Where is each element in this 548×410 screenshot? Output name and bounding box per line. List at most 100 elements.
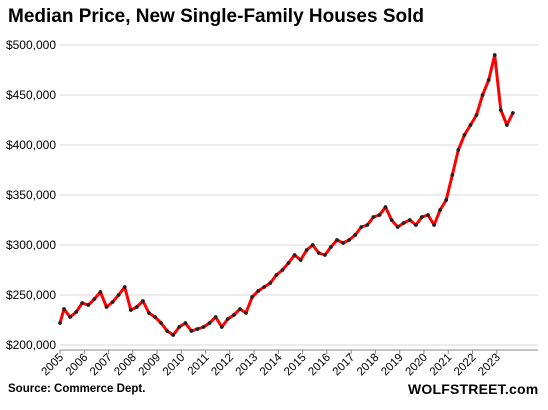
y-tick-label: $250,000 [6,288,56,302]
data-point [68,315,72,319]
data-point [359,225,364,229]
data-point [383,205,388,209]
data-point [116,293,121,297]
x-tick-label: 2019 [379,352,406,379]
data-point [189,329,194,333]
x-tick-label: 2017 [331,352,358,379]
x-tick-label: 2006 [64,352,91,379]
data-point [171,333,176,337]
data-point [304,248,309,252]
data-point [244,311,248,315]
gridlines [60,44,538,346]
data-point [207,321,212,325]
data-point [486,78,491,82]
data-point [268,281,273,285]
data-point [92,297,97,301]
data-point [432,223,436,227]
data-point [329,245,333,249]
data-point [310,243,315,247]
data-point [407,218,412,222]
data-point [98,290,103,294]
data-point [444,198,449,202]
data-point [468,123,473,127]
data-point [232,313,236,317]
data-point [280,268,285,272]
data-point [371,215,376,219]
x-tick-label: 2022 [452,352,479,379]
data-point [58,321,62,325]
data-point [292,253,297,257]
data-point [165,329,170,333]
data-point [213,315,218,319]
y-axis-tick-labels: $200,000 $250,000 $300,000 $350,000 $400,000… [6,38,56,352]
data-point [177,325,182,329]
x-tick-label: 2005 [40,352,67,379]
x-tick-label: 2020 [403,352,430,379]
site-credit: WOLFSTREET.com [408,381,539,397]
data-point [225,317,230,321]
data-point [74,310,79,314]
data-point [414,223,418,227]
data-point [420,215,424,219]
series-line [58,53,515,337]
series-median-price [58,53,515,337]
y-tick-label: $300,000 [6,238,56,252]
x-tick-label: 2007 [88,352,115,379]
x-tick-label: 2014 [258,351,285,378]
x-tick-label: 2013 [234,352,261,379]
y-tick-label: $400,000 [6,138,56,152]
data-point [395,225,400,229]
data-point [104,305,109,309]
data-point [141,299,145,303]
data-point [480,93,485,97]
data-points [58,53,515,337]
data-point [341,241,345,245]
x-tick-label: 2021 [428,352,455,379]
data-point [238,307,242,311]
data-point [401,221,406,225]
x-tick-label: 2009 [137,352,164,379]
data-point [365,223,370,227]
data-point [62,307,66,311]
data-point [347,238,351,242]
data-point [274,273,279,277]
data-point [183,321,188,325]
data-point [492,53,497,57]
y-tick-label: $200,000 [6,338,56,352]
data-point [134,305,139,309]
data-point [159,321,164,325]
x-tick-label: 2012 [209,352,236,379]
x-axis-tick-labels: 2005200620072008200920102011201220132014… [40,350,503,378]
data-point [353,233,358,237]
data-point [128,308,133,312]
data-point [389,218,394,222]
y-tick-label: $450,000 [6,88,56,102]
source-note: Source: Commerce Dept. [8,383,146,395]
data-point [505,123,509,127]
chart-title: Median Price, New Single-Family Houses S… [8,6,424,27]
data-point [80,301,85,305]
data-point [201,325,206,329]
x-tick-label: 2008 [112,352,139,379]
data-point [219,325,224,329]
x-tick-label: 2016 [306,352,333,379]
x-tick-label: 2015 [282,352,309,379]
y-tick-label: $500,000 [6,38,56,52]
data-point [262,285,267,289]
data-point [153,315,157,319]
data-point [511,111,515,115]
data-point [256,289,261,293]
data-point [286,261,291,265]
data-point [498,108,503,112]
data-point [377,213,382,217]
data-point [195,327,200,331]
x-tick-label: 2010 [161,352,188,379]
data-point [86,303,91,307]
x-tick-label: 2023 [476,352,503,379]
x-tick-label: 2011 [186,352,212,378]
data-point [456,148,461,152]
data-point [250,295,255,299]
data-point [462,133,467,137]
data-point [122,285,127,289]
